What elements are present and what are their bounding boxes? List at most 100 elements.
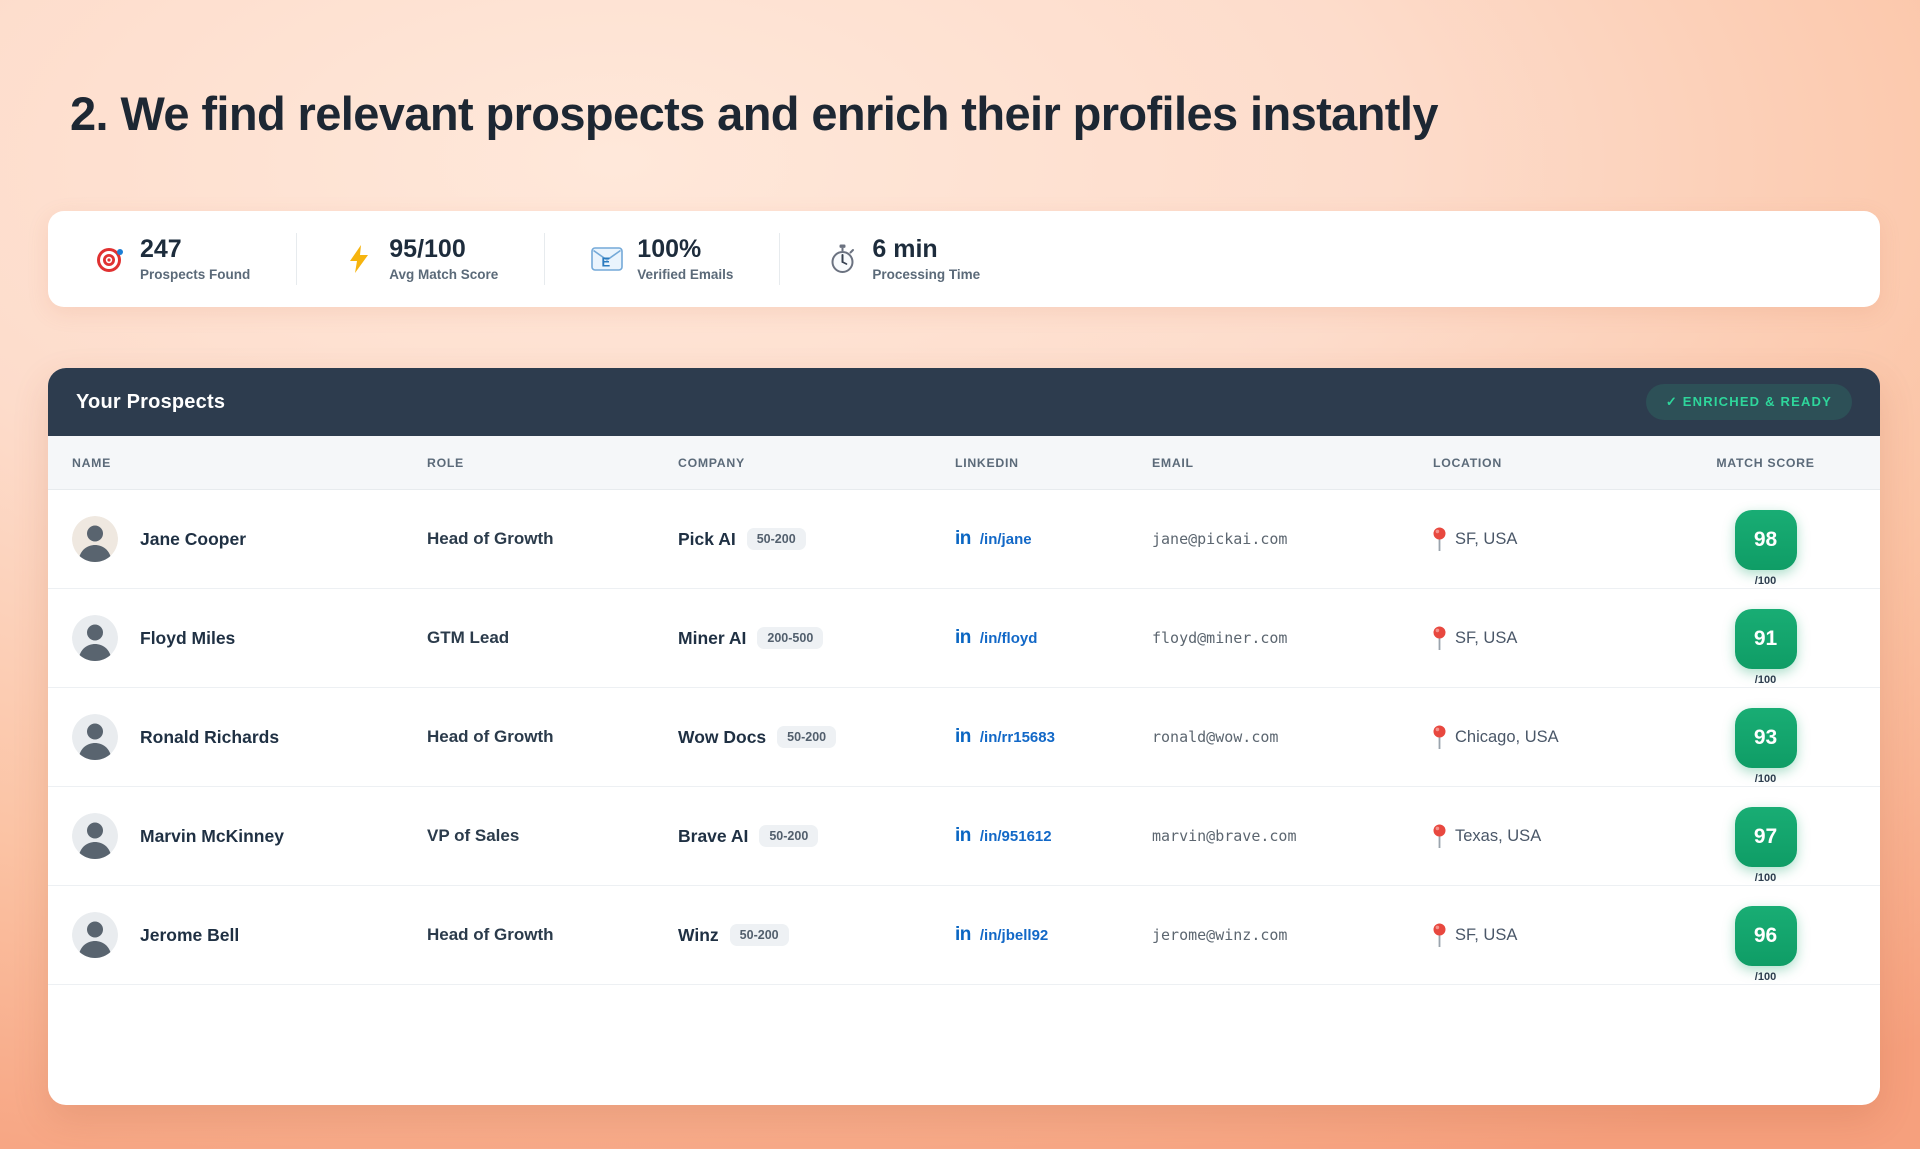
table-row: Jerome Bell Head of Growth Winz 50-200 i…	[48, 886, 1880, 985]
score-denominator: /100	[1754, 970, 1777, 983]
column-header-email: EMAIL	[1152, 455, 1194, 470]
linkedin-icon: in	[955, 726, 971, 747]
linkedin-link[interactable]: in /in/floyd	[931, 627, 1128, 649]
stat-verified-emails: E 100% Verified Emails	[545, 233, 781, 285]
avatar	[72, 516, 118, 562]
linkedin-handle: /in/jbell92	[979, 926, 1049, 944]
match-score-value: 98	[1734, 509, 1797, 570]
stat-value: 6 min	[872, 235, 938, 264]
location-pin-icon	[1433, 824, 1446, 849]
prospect-email: marvin@brave.com	[1152, 827, 1297, 845]
prospect-name: Jerome Bell	[140, 924, 240, 945]
table-row: Marvin McKinney VP of Sales Brave AI 50-…	[48, 787, 1880, 886]
prospect-location: Texas, USA	[1455, 826, 1542, 845]
prospect-name: Floyd Miles	[140, 627, 236, 648]
stat-label: Processing Time	[872, 266, 981, 282]
stats-card: 247 Prospects Found 95/100 Avg Match Sco…	[48, 211, 1880, 307]
linkedin-icon: in	[955, 825, 971, 846]
linkedin-icon: in	[955, 627, 971, 648]
linkedin-handle: /in/rr15683	[979, 728, 1055, 746]
svg-text:E: E	[602, 255, 611, 270]
column-header-linkedin: LINKEDIN	[955, 455, 1019, 470]
lightning-icon	[343, 244, 375, 274]
company-name: Miner AI	[678, 627, 747, 648]
email-icon: E	[591, 246, 624, 272]
company-name: Winz	[678, 924, 719, 945]
column-header-role: ROLE	[427, 455, 464, 470]
avatar	[72, 714, 118, 760]
stat-value: 95/100	[389, 235, 466, 264]
linkedin-link[interactable]: in /in/951612	[931, 825, 1128, 847]
avatar	[72, 912, 118, 958]
location-pin-icon	[1433, 527, 1446, 552]
linkedin-handle: /in/jane	[979, 530, 1032, 548]
stat-avg-match-score: 95/100 Avg Match Score	[297, 233, 546, 285]
column-header-location: LOCATION	[1433, 455, 1502, 470]
prospect-location: SF, USA	[1455, 925, 1518, 944]
prospect-email: floyd@miner.com	[1152, 629, 1288, 647]
stat-prospects-found: 247 Prospects Found	[94, 233, 298, 285]
prospect-name: Jane Cooper	[140, 528, 246, 549]
linkedin-icon: in	[955, 528, 971, 549]
match-score-badge: 98 /100	[1734, 509, 1797, 587]
match-score-badge: 96 /100	[1734, 905, 1797, 983]
company-size-badge: 50-200	[729, 924, 789, 946]
company-size-badge: 200-500	[757, 627, 824, 649]
prospect-role: Head of Growth	[427, 727, 554, 746]
match-score-value: 93	[1734, 707, 1797, 768]
match-score-value: 96	[1734, 905, 1797, 966]
prospect-location: SF, USA	[1455, 628, 1518, 647]
prospect-email: jane@pickai.com	[1152, 530, 1288, 548]
company-size-badge: 50-200	[777, 726, 837, 748]
column-header-name: NAME	[72, 455, 112, 470]
score-denominator: /100	[1754, 871, 1777, 884]
prospect-role: Head of Growth	[427, 925, 554, 944]
stat-value: 100%	[637, 235, 702, 264]
linkedin-handle: /in/951612	[979, 827, 1052, 845]
page-title: 2. We find relevant prospects and enrich…	[70, 87, 1438, 140]
avatar	[72, 615, 118, 661]
prospect-location: SF, USA	[1455, 529, 1518, 548]
prospect-location: Chicago, USA	[1455, 727, 1559, 746]
match-score-value: 97	[1734, 806, 1797, 867]
column-header-company: COMPANY	[678, 455, 745, 470]
status-badge: ✓ ENRICHED & READY	[1645, 384, 1852, 420]
stat-label: Prospects Found	[140, 266, 251, 282]
avatar	[72, 813, 118, 859]
linkedin-link[interactable]: in /in/rr15683	[931, 726, 1128, 748]
stat-processing-time: 6 min Processing Time	[780, 233, 1026, 285]
score-denominator: /100	[1754, 772, 1777, 785]
table-header-bar: Your Prospects ✓ ENRICHED & READY	[48, 368, 1880, 436]
location-pin-icon	[1433, 725, 1446, 750]
company-name: Pick AI	[678, 528, 736, 549]
table-title: Your Prospects	[76, 390, 226, 413]
prospect-name: Ronald Richards	[140, 726, 280, 747]
score-denominator: /100	[1754, 574, 1777, 587]
company-name: Wow Docs	[678, 726, 767, 747]
prospect-role: Head of Growth	[427, 529, 554, 548]
prospect-role: GTM Lead	[427, 628, 510, 647]
prospects-table-card: Your Prospects ✓ ENRICHED & READY NAME R…	[48, 368, 1880, 1105]
company-size-badge: 50-200	[759, 825, 819, 847]
linkedin-link[interactable]: in /in/jbell92	[931, 924, 1128, 946]
column-header-row: NAME ROLE COMPANY LINKEDIN EMAIL LOCATIO…	[48, 436, 1880, 490]
table-row: Ronald Richards Head of Growth Wow Docs …	[48, 688, 1880, 787]
linkedin-link[interactable]: in /in/jane	[931, 528, 1128, 550]
match-score-badge: 93 /100	[1734, 707, 1797, 785]
stat-label: Verified Emails	[637, 266, 734, 282]
company-size-badge: 50-200	[746, 528, 806, 550]
match-score-badge: 97 /100	[1734, 806, 1797, 884]
prospect-role: VP of Sales	[427, 826, 520, 845]
company-name: Brave AI	[678, 825, 749, 846]
linkedin-icon: in	[955, 924, 971, 945]
prospect-email: jerome@winz.com	[1152, 926, 1288, 944]
stat-value: 247	[140, 235, 182, 264]
prospect-name: Marvin McKinney	[140, 825, 284, 846]
location-pin-icon	[1433, 626, 1446, 651]
location-pin-icon	[1433, 923, 1446, 948]
stat-label: Avg Match Score	[389, 266, 499, 282]
table-row: Floyd Miles GTM Lead Miner AI 200-500 in…	[48, 589, 1880, 688]
stopwatch-icon	[826, 244, 858, 274]
linkedin-handle: /in/floyd	[979, 629, 1038, 647]
